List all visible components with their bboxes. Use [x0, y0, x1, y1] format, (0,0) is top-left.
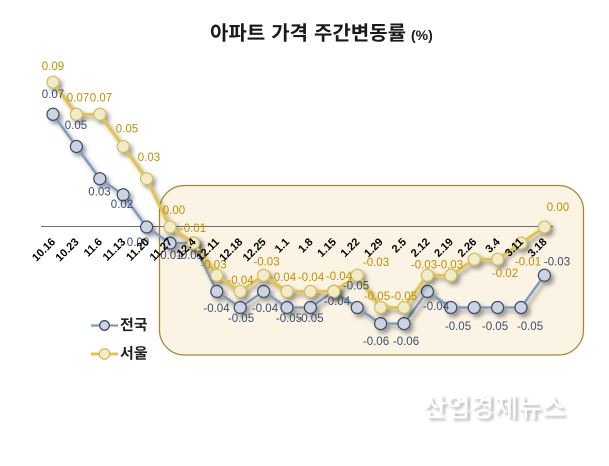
svg-text:0.07: 0.07	[42, 89, 64, 101]
svg-text:0.00: 0.00	[163, 205, 185, 217]
svg-text:0.05: 0.05	[65, 120, 87, 132]
svg-text:0.07: 0.07	[67, 93, 89, 105]
svg-text:-0.04: -0.04	[423, 301, 450, 313]
svg-text:-0.01: -0.01	[515, 257, 541, 269]
svg-text:-0.03: -0.03	[200, 260, 226, 272]
svg-text:-0.03: -0.03	[253, 257, 279, 269]
svg-text:-0.05: -0.05	[391, 291, 417, 303]
svg-text:0.09: 0.09	[42, 61, 64, 73]
svg-text:-0.05: -0.05	[445, 321, 471, 333]
svg-text:0.03: 0.03	[88, 187, 110, 199]
svg-text:-0.04: -0.04	[252, 303, 279, 315]
svg-text:-0.04: -0.04	[298, 272, 325, 284]
svg-text:-0.05: -0.05	[297, 313, 323, 325]
svg-text:0.03: 0.03	[138, 152, 160, 164]
svg-text:-0.03: -0.03	[363, 257, 389, 269]
svg-text:-0.01: -0.01	[180, 223, 206, 235]
svg-text:0.05: 0.05	[116, 124, 138, 136]
svg-text:-0.02: -0.02	[492, 268, 518, 280]
svg-text:-0.04: -0.04	[270, 272, 297, 284]
svg-text:(%): (%)	[411, 27, 433, 43]
svg-text:-0.04: -0.04	[203, 303, 230, 315]
svg-text:-0.04: -0.04	[326, 271, 353, 283]
svg-text:-0.05: -0.05	[228, 313, 254, 325]
svg-text:-0.04: -0.04	[324, 296, 351, 308]
svg-text:-0.03: -0.03	[437, 260, 463, 272]
svg-text:-0.04: -0.04	[227, 275, 254, 287]
svg-text:-0.05: -0.05	[517, 321, 543, 333]
svg-text:-0.05: -0.05	[343, 281, 369, 293]
svg-text:0.00: 0.00	[547, 202, 569, 214]
svg-text:0.00: 0.00	[127, 237, 149, 249]
svg-text:-0.01: -0.01	[177, 250, 203, 262]
svg-text:-0.03: -0.03	[544, 257, 570, 269]
svg-text:0.02: 0.02	[111, 199, 133, 211]
svg-text:-0.01: -0.01	[156, 250, 182, 262]
svg-text:-0.06: -0.06	[393, 336, 419, 348]
svg-text:-0.05: -0.05	[482, 321, 508, 333]
svg-text:-0.05: -0.05	[364, 291, 390, 303]
svg-text:0.07: 0.07	[90, 93, 112, 105]
svg-text:-0.05: -0.05	[276, 313, 302, 325]
svg-text:-0.03: -0.03	[411, 260, 437, 272]
svg-text:-0.06: -0.06	[363, 336, 389, 348]
